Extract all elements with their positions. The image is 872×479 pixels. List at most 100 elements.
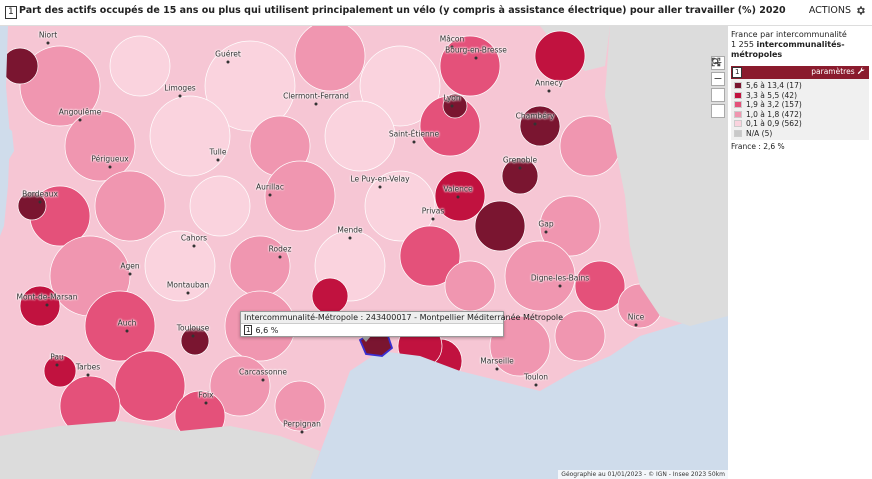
legend-class-row[interactable]: 3,3 à 5,5 (42) <box>734 91 866 101</box>
city-label: Privas <box>421 206 445 216</box>
intercommunality-region[interactable] <box>534 30 586 82</box>
intercommunality-region[interactable] <box>19 285 61 327</box>
parameters-button[interactable]: paramètres <box>811 67 865 76</box>
intercommunality-region[interactable] <box>204 40 296 132</box>
indicator-badge: 1 <box>5 6 17 19</box>
zoom-controls: + − <box>711 56 725 118</box>
intercommunality-region[interactable] <box>311 277 349 315</box>
city-label: Bordeaux <box>22 189 58 199</box>
city-label: Nice <box>627 312 645 322</box>
choropleth-map[interactable]: Niort Guéret Mâcon Bourg-en-Bresse Annecy Ang… <box>0 26 728 479</box>
legend-class-row[interactable]: 1,0 à 1,8 (472) <box>734 110 866 120</box>
city-label: Carcassonne <box>239 367 287 377</box>
intercommunality-region[interactable] <box>64 110 136 182</box>
intercommunality-region[interactable] <box>519 105 561 147</box>
intercommunality-region[interactable] <box>359 45 441 127</box>
city-marker <box>474 56 478 60</box>
parameters-bar: 1 paramètres <box>731 66 869 79</box>
legend-class-label: 3,3 à 5,5 (42) <box>746 90 797 100</box>
city-label: Toulon <box>523 372 549 382</box>
header-bar: 1 Part des actifs occupés de 15 ans ou p… <box>0 0 872 26</box>
intercommunality-region[interactable] <box>554 310 606 362</box>
zoom-out-button[interactable]: − <box>711 72 725 86</box>
city-label: Auch <box>117 318 137 328</box>
legend-swatch <box>734 129 742 137</box>
city-label: Rodez <box>268 244 292 254</box>
intercommunality-region[interactable] <box>434 170 486 222</box>
intercommunality-region[interactable] <box>189 175 251 237</box>
city-marker <box>55 363 59 367</box>
city-marker <box>226 60 230 64</box>
intercommunality-region[interactable] <box>501 157 539 195</box>
intercommunality-region[interactable] <box>1 47 39 85</box>
intercommunality-region[interactable] <box>264 160 336 232</box>
zoom-in-button[interactable]: + <box>711 56 725 70</box>
intercommunality-region[interactable] <box>149 95 231 177</box>
intercommunality-region[interactable] <box>180 326 210 356</box>
actions-button[interactable]: ACTIONS <box>809 5 866 16</box>
legend-class-row[interactable]: 0,1 à 0,9 (562) <box>734 119 866 129</box>
parameters-label: paramètres <box>811 67 855 76</box>
city-marker <box>558 284 562 288</box>
outside-italy <box>605 26 728 326</box>
intercommunality-region[interactable] <box>444 260 496 312</box>
city-label: Mende <box>337 225 363 235</box>
city-marker <box>495 367 499 371</box>
city-marker <box>128 272 132 276</box>
expand-icon <box>711 57 721 67</box>
intercommunality-region[interactable] <box>19 45 101 127</box>
city-label: Clermont-Ferrand <box>283 91 349 101</box>
intercommunality-region[interactable] <box>504 240 576 312</box>
city-label: Tulle <box>209 147 227 157</box>
intercommunality-region[interactable] <box>109 35 171 97</box>
intercommunality-region[interactable] <box>84 290 156 362</box>
legend-class-label: 0,1 à 0,9 (562) <box>746 119 802 129</box>
legend-swatch <box>734 110 742 118</box>
intercommunality-region[interactable] <box>17 191 47 221</box>
legend-france-value: France : 2,6 % <box>731 142 785 151</box>
intercommunality-region[interactable] <box>294 26 366 92</box>
city-marker <box>378 185 382 189</box>
city-label: Mont-de-Marsan <box>16 292 78 302</box>
city-marker <box>314 102 318 106</box>
gear-icon <box>857 6 865 15</box>
intercommunality-region[interactable] <box>439 35 501 97</box>
city-marker <box>450 104 454 108</box>
city-marker <box>108 165 112 169</box>
fullscreen-button[interactable] <box>711 57 725 118</box>
intercommunality-region[interactable] <box>274 380 326 432</box>
search-button[interactable] <box>711 58 725 102</box>
city-marker <box>46 41 50 45</box>
map-canvas[interactable] <box>0 26 728 479</box>
legend-class-label: 1,0 à 1,8 (472) <box>746 109 802 119</box>
city-marker <box>216 158 220 162</box>
intercommunality-region[interactable] <box>574 260 626 312</box>
legend-class-row[interactable]: 5,6 à 13,4 (17) <box>734 81 866 91</box>
city-label: Grenoble <box>502 155 538 165</box>
intercommunality-region[interactable] <box>539 195 601 257</box>
intercommunality-region[interactable] <box>324 100 396 172</box>
tooltip-header: Intercommunalité-Métropole : 243400017 -… <box>241 312 563 324</box>
legend-class-row[interactable]: 1,9 à 3,2 (157) <box>734 100 866 110</box>
city-label: Toulouse <box>176 323 210 333</box>
intercommunality-region[interactable] <box>399 225 461 287</box>
legend-classes: 5,6 à 13,4 (17) 3,3 à 5,5 (42) 1,9 à 3,2 (… <box>731 79 869 140</box>
city-label: Périgueux <box>91 154 129 164</box>
city-marker <box>125 329 129 333</box>
intercommunality-region[interactable] <box>364 170 436 242</box>
intercommunality-region[interactable] <box>43 354 77 388</box>
legend-class-row[interactable]: N/A (5) <box>734 129 866 139</box>
intercommunality-region[interactable] <box>94 170 166 242</box>
intercommunality-region[interactable] <box>209 355 271 417</box>
intercommunality-region[interactable] <box>442 93 468 119</box>
city-label: Mâcon <box>439 34 465 44</box>
intercommunality-region[interactable] <box>474 200 526 252</box>
intercommunality-region[interactable] <box>114 350 186 422</box>
intercommunality-region[interactable] <box>144 230 216 302</box>
city-marker <box>412 140 416 144</box>
intercommunality-region[interactable] <box>489 315 551 377</box>
city-marker <box>186 291 190 295</box>
city-marker <box>431 217 435 221</box>
legend-swatch <box>734 82 742 90</box>
legend-swatch <box>734 91 742 99</box>
